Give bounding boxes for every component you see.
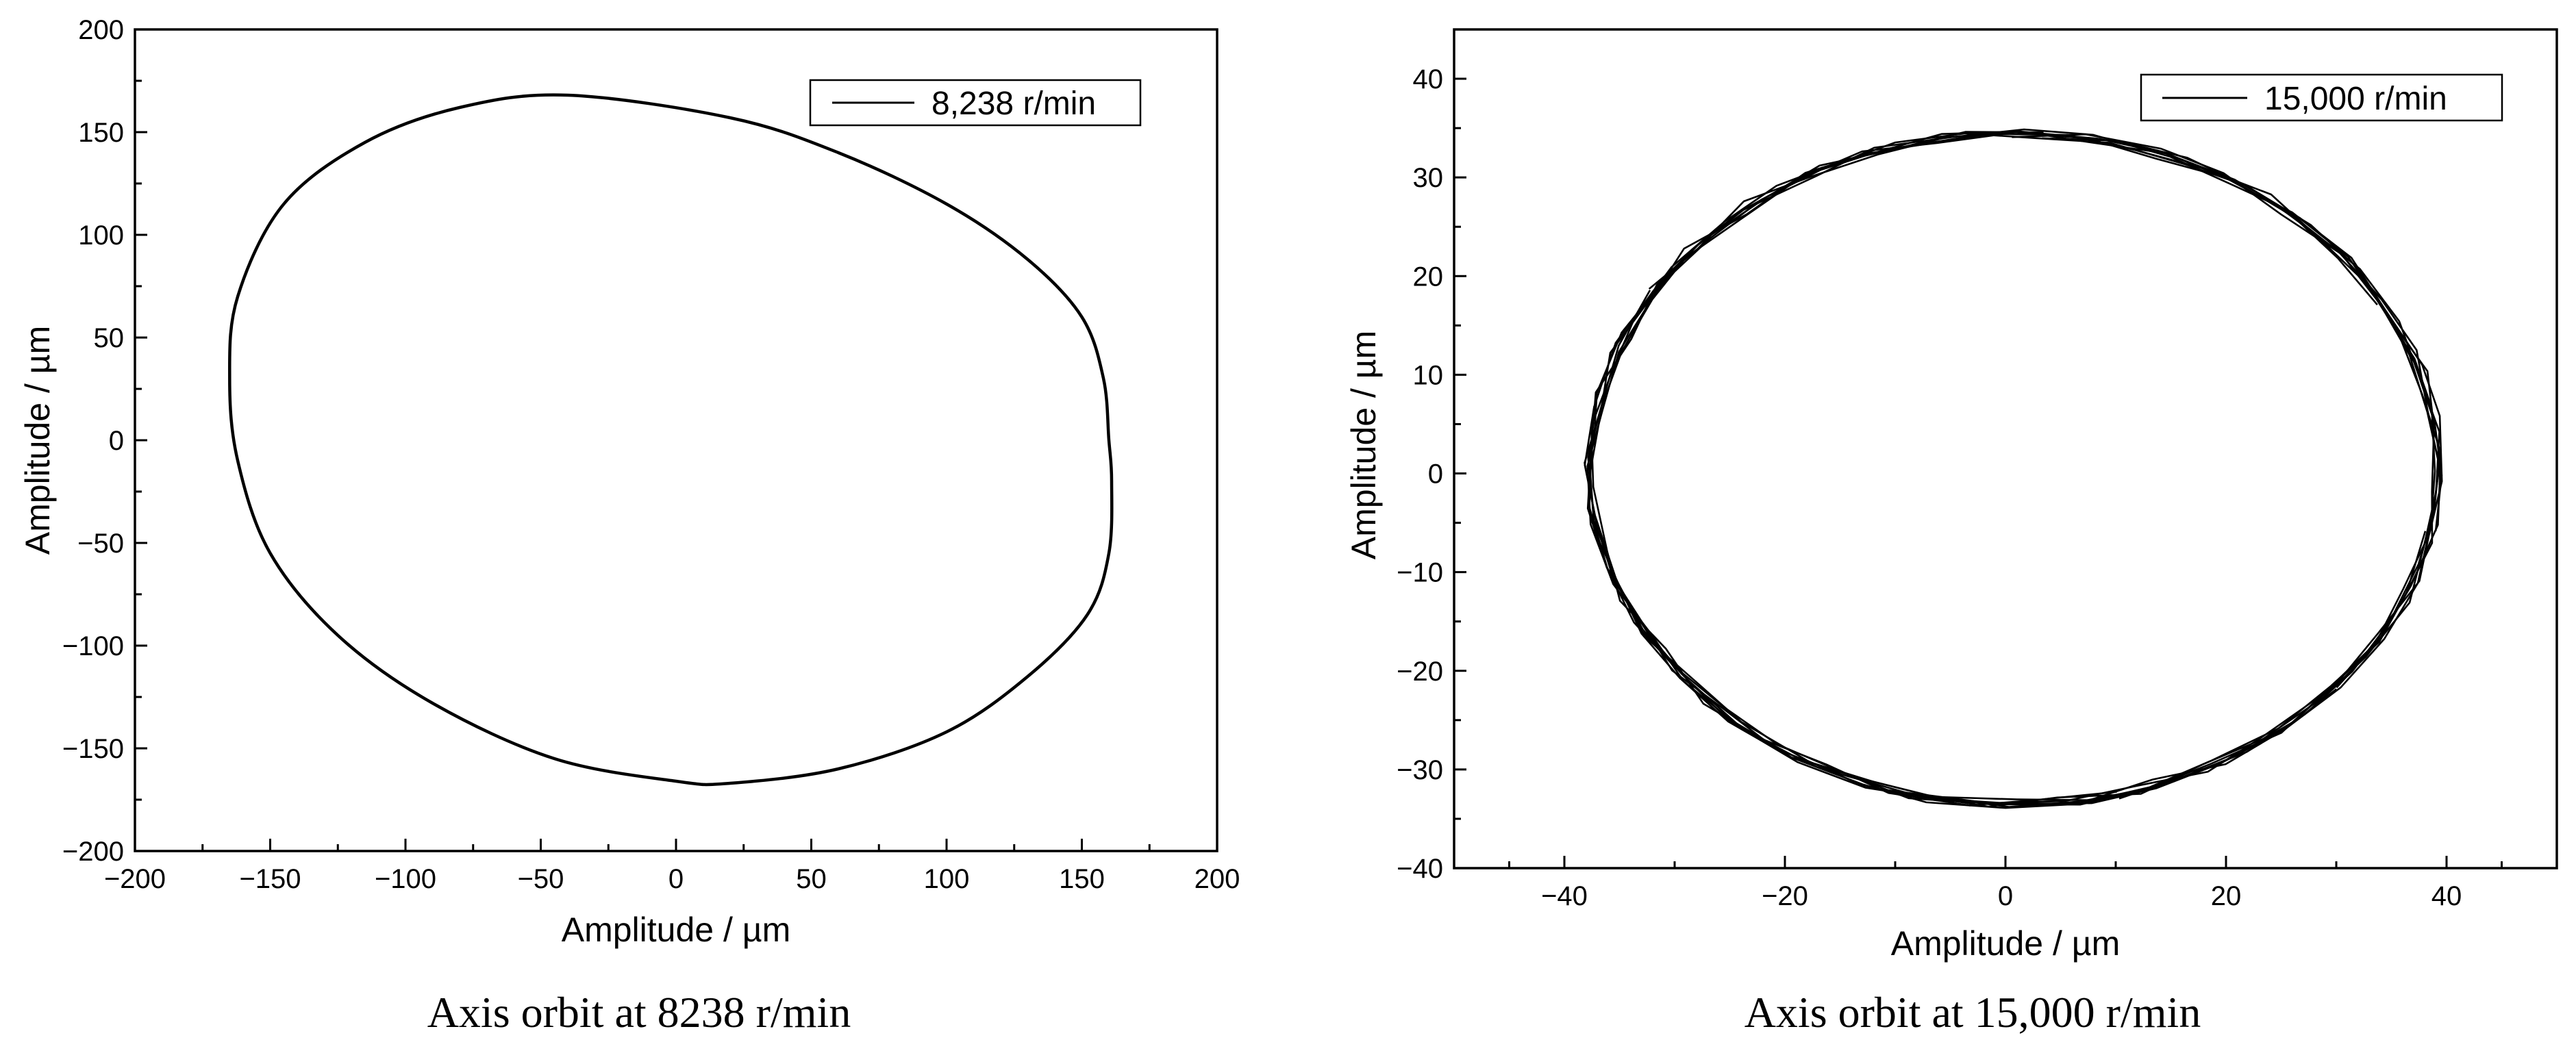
y-tick-label: −10 <box>1397 558 1443 588</box>
plot-frame <box>134 28 1218 852</box>
x-tick-label: −50 <box>518 864 564 894</box>
y-tick-label: 20 <box>1413 262 1444 292</box>
x-tick-label: 20 <box>2211 881 2242 911</box>
y-tick-label: 100 <box>78 220 124 251</box>
x-tick-label: −200 <box>104 864 166 894</box>
caption: Axis orbit at 8238 r/min <box>427 988 851 1037</box>
orbit-trace <box>228 93 1114 787</box>
chart-orbit-8238: −200 −150 −100 −50 0 50 100 150 200 −200 −150 −100 −… <box>18 15 1240 1037</box>
chart-ticks: −40 −20 0 20 40 −40 −30 −20 −10 0 10 20 30 40 <box>1397 64 2503 911</box>
y-axis-title: Amplitude / µm <box>18 326 57 555</box>
x-tick-label: 50 <box>796 864 827 894</box>
x-tick-label: 0 <box>668 864 684 894</box>
legend: 15,000 r/min <box>2140 73 2503 122</box>
x-tick-label: 200 <box>1195 864 1240 894</box>
chart-orbit-15000: −40 −20 0 20 40 −40 −30 −20 −10 0 10 20 30 40 Amplitu… <box>1345 28 2558 1037</box>
y-tick-label: 30 <box>1413 163 1444 193</box>
y-tick-label: −30 <box>1397 755 1443 785</box>
y-axis-title: Amplitude / µm <box>1345 331 1383 559</box>
y-tick-label: −100 <box>62 631 124 661</box>
y-tick-label: 50 <box>94 323 125 353</box>
x-tick-label: −150 <box>239 864 301 894</box>
legend-label: 15,000 r/min <box>2264 81 2447 117</box>
y-tick-label: −20 <box>1397 657 1443 687</box>
y-tick-label: 40 <box>1413 64 1444 94</box>
y-tick-label: 200 <box>78 15 124 45</box>
y-tick-label: −150 <box>62 734 124 764</box>
x-tick-label: −20 <box>1762 881 1808 911</box>
x-tick-label: −100 <box>375 864 436 894</box>
x-tick-label: −40 <box>1541 881 1588 911</box>
x-tick-label: 40 <box>2431 881 2462 911</box>
plot-frame <box>1453 28 2558 870</box>
orbit-trace <box>1586 131 2442 805</box>
y-tick-label: 150 <box>78 118 124 148</box>
y-tick-label: 0 <box>109 426 124 456</box>
caption: Axis orbit at 15,000 r/min <box>1745 988 2201 1037</box>
x-axis-title: Amplitude / µm <box>562 911 790 949</box>
orbit-trace <box>1589 131 2441 802</box>
plot-area <box>228 93 1114 787</box>
legend: 8,238 r/min <box>809 79 1142 127</box>
x-axis-title: Amplitude / µm <box>1891 924 2120 963</box>
y-tick-label: −50 <box>77 529 124 559</box>
plot-area <box>1584 128 2443 809</box>
x-tick-label: 0 <box>1998 881 2013 911</box>
y-tick-label: −40 <box>1397 854 1443 884</box>
chart-ticks: −200 −150 −100 −50 0 50 100 150 200 −200 −150 −100 −… <box>62 15 1240 894</box>
legend-label: 8,238 r/min <box>931 86 1096 122</box>
y-tick-label: −200 <box>62 837 124 867</box>
x-tick-label: 150 <box>1059 864 1105 894</box>
y-tick-label: 10 <box>1413 360 1444 390</box>
x-tick-label: 100 <box>924 864 970 894</box>
y-tick-label: 0 <box>1428 459 1443 490</box>
orbit-trace <box>1590 133 2442 807</box>
